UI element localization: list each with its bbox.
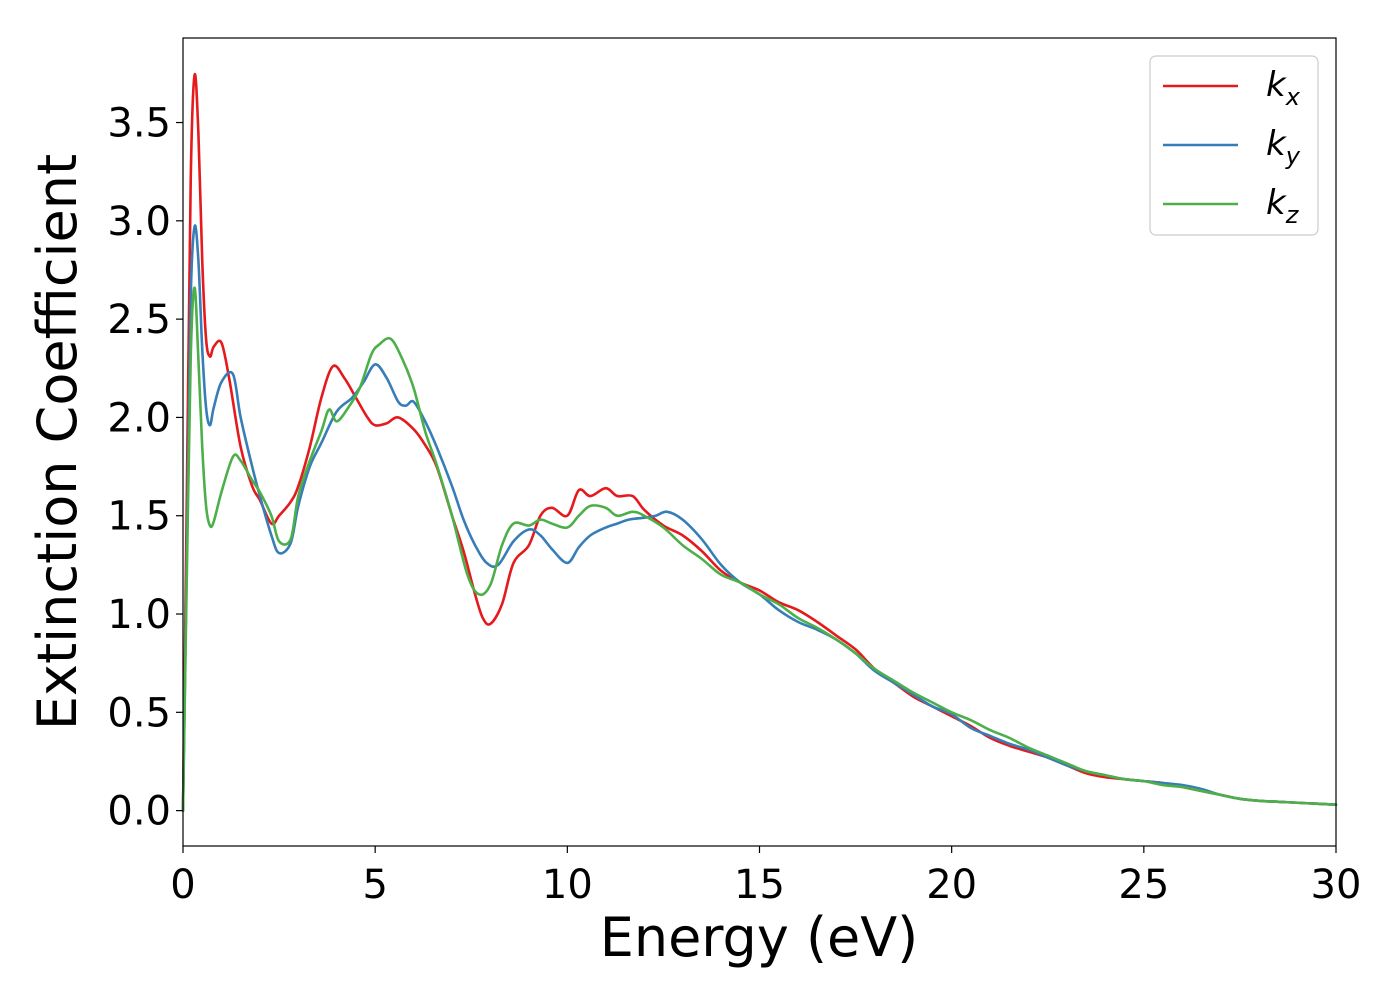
x-tick-label: 0 bbox=[170, 862, 195, 908]
series-line-kz bbox=[181, 286, 1338, 812]
y-axis-title: Extinction Coefficient bbox=[26, 154, 89, 730]
y-tick-label: 3.0 bbox=[107, 199, 171, 245]
x-axis-ticks: 0 5 10 15 20 25 30 bbox=[170, 846, 1361, 908]
x-tick-label: 15 bbox=[734, 862, 785, 908]
plot-lines bbox=[181, 72, 1338, 812]
y-tick-label: 1.5 bbox=[107, 494, 171, 540]
x-axis-title: Energy (eV) bbox=[600, 906, 919, 969]
y-tick-label: 3.5 bbox=[107, 101, 171, 147]
series-line-ky bbox=[181, 224, 1338, 812]
y-tick-label: 0.5 bbox=[107, 690, 171, 736]
y-tick-label: 1.0 bbox=[107, 592, 171, 638]
y-tick-label: 0.0 bbox=[107, 789, 171, 835]
y-tick-label: 2.5 bbox=[107, 297, 171, 343]
y-axis-ticks: 0.0 0.5 1.0 1.5 2.0 2.5 3.0 3.5 bbox=[107, 101, 183, 835]
x-tick-label: 10 bbox=[542, 862, 593, 908]
x-tick-label: 20 bbox=[926, 862, 977, 908]
legend-label-ky: ky bbox=[1266, 124, 1301, 170]
legend-label-kx: kx bbox=[1266, 65, 1301, 111]
x-tick-label: 25 bbox=[1118, 862, 1169, 908]
legend-label-kz: kz bbox=[1266, 183, 1300, 229]
x-tick-label: 30 bbox=[1311, 862, 1362, 908]
legend: kx ky kz bbox=[1149, 55, 1319, 236]
x-tick-label: 5 bbox=[362, 862, 387, 908]
y-tick-label: 2.0 bbox=[107, 395, 171, 441]
